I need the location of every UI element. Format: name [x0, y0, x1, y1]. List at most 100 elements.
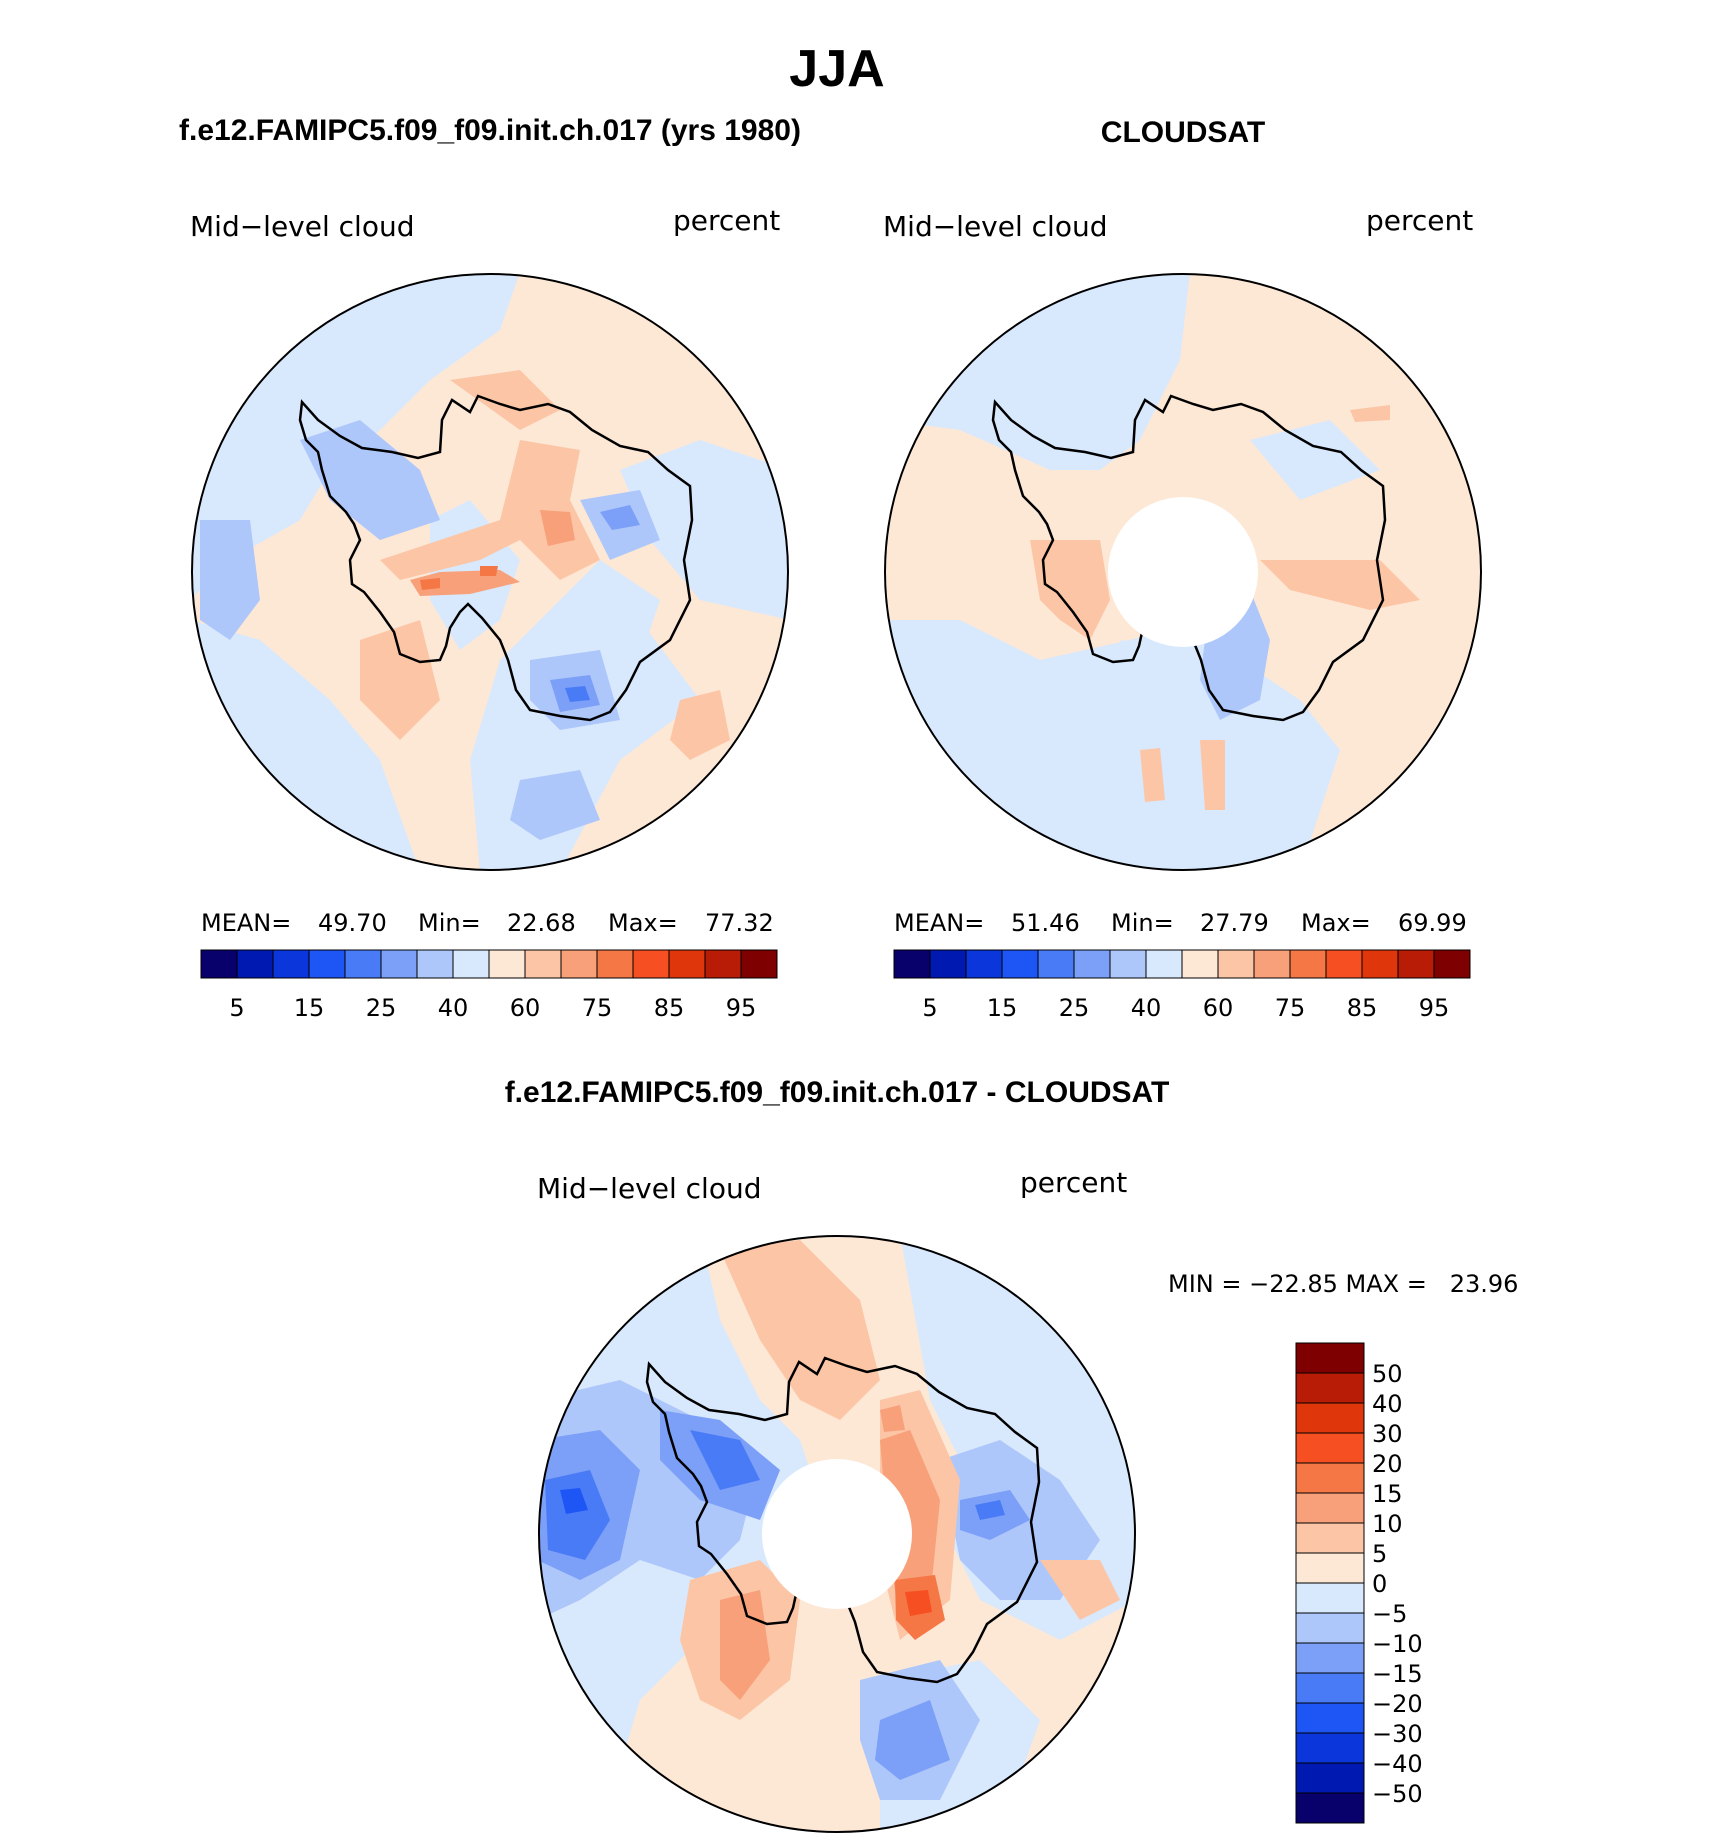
panel-obs-heading: CLOUDSAT [1101, 116, 1265, 149]
colorbar-swatch [1295, 1372, 1365, 1404]
colorbar-swatch [1295, 1342, 1365, 1374]
colorbar-swatch [1295, 1732, 1365, 1764]
panel-model-heading: f.e12.FAMIPC5.f09_f09.init.ch.017 (yrs 1… [179, 114, 801, 147]
colorbar-swatch [1295, 1492, 1365, 1524]
panel-obs-mean-label: MEAN= [894, 909, 984, 937]
panel-model-max: 77.32 [705, 909, 774, 937]
colorbar-swatch [668, 949, 706, 979]
colorbar-tick-label: 60 [1203, 994, 1234, 1022]
colorbar-swatch [1109, 949, 1147, 979]
panel-model-units: percent [673, 204, 780, 237]
colorbar-swatch [1295, 1672, 1365, 1704]
panel-obs-mean: 51.46 [1011, 909, 1080, 937]
panel-model-variable: Mid−level cloud [190, 210, 414, 243]
colorbar-tick-label: −20 [1372, 1690, 1423, 1718]
panel-model-min: 22.68 [507, 909, 576, 937]
colorbar-tick-label: 5 [1372, 1540, 1387, 1568]
colorbar-swatch [740, 949, 778, 979]
colorbar-swatch [1295, 1642, 1365, 1674]
colorbar-tick-label: 95 [726, 994, 757, 1022]
colorbar-swatch [1295, 1522, 1365, 1554]
colorbar-tick-label: 75 [582, 994, 613, 1022]
colorbar-swatch [1295, 1402, 1365, 1434]
panel-obs-map-border [884, 273, 1482, 871]
colorbar-tick-label: 85 [1347, 994, 1378, 1022]
colorbar-tick-label: −40 [1372, 1750, 1423, 1778]
colorbar-swatch [1073, 949, 1111, 979]
colorbar-swatch [1295, 1612, 1365, 1644]
panel-obs-max: 69.99 [1398, 909, 1467, 937]
panel-obs-map [885, 274, 1481, 870]
colorbar-swatch [1253, 949, 1291, 979]
panel-obs-variable: Mid−level cloud [883, 210, 1107, 243]
colorbar-swatch [560, 949, 598, 979]
colorbar-swatch [1037, 949, 1075, 979]
colorbar-tick-label: 0 [1372, 1570, 1387, 1598]
panel-model-min-label: Min= [418, 909, 481, 937]
colorbar-swatch [1295, 1582, 1365, 1614]
colorbar-tick-label: 60 [510, 994, 541, 1022]
panel-diff-variable: Mid−level cloud [537, 1172, 761, 1205]
colorbar-tick-label: 15 [1372, 1480, 1403, 1508]
colorbar-swatch [632, 949, 670, 979]
panel-obs-colorbar: 5 15 25 40 60 75 85 95 [893, 949, 1471, 1022]
panel-diff-map [539, 1236, 1135, 1832]
panel-diff-map-border [538, 1235, 1136, 1833]
panel-diff-heading: f.e12.FAMIPC5.f09_f09.init.ch.017 - CLOU… [505, 1076, 1170, 1109]
colorbar-swatch [452, 949, 490, 979]
colorbar-tick-label: 15 [294, 994, 325, 1022]
colorbar-swatch [1397, 949, 1435, 979]
panel-diff-minmax: MIN = −22.85 MAX = 23.96 [1168, 1270, 1518, 1298]
panel-obs-units: percent [1366, 204, 1473, 237]
colorbar-tick-label: −15 [1372, 1660, 1423, 1688]
panel-obs-min: 27.79 [1200, 909, 1269, 937]
colorbar-swatch [344, 949, 382, 979]
colorbar-tick-label: 50 [1372, 1360, 1403, 1388]
colorbar-swatch [1325, 949, 1363, 979]
colorbar-swatch [200, 949, 238, 979]
colorbar-swatch [1217, 949, 1255, 979]
colorbar-swatch [1295, 1552, 1365, 1584]
panel-model-colorbar: 5 15 25 40 60 75 85 95 [200, 949, 778, 1022]
colorbar-tick-label: 40 [1131, 994, 1162, 1022]
colorbar-swatch [893, 949, 931, 979]
panel-diff-units: percent [1020, 1166, 1127, 1199]
colorbar-swatch [1361, 949, 1399, 979]
colorbar-swatch [1295, 1702, 1365, 1734]
colorbar-tick-label: −30 [1372, 1720, 1423, 1748]
colorbar-swatch [1001, 949, 1039, 979]
colorbar-swatch [488, 949, 526, 979]
colorbar-tick-label: 40 [1372, 1390, 1403, 1418]
panel-model-max-label: Max= [608, 909, 678, 937]
panel-model-mean-label: MEAN= [201, 909, 291, 937]
colorbar-swatch [929, 949, 967, 979]
colorbar-swatch [1295, 1462, 1365, 1494]
colorbar-swatch [236, 949, 274, 979]
colorbar-swatch [596, 949, 634, 979]
colorbar-swatch [524, 949, 562, 979]
colorbar-tick-label: 10 [1372, 1510, 1403, 1538]
colorbar-swatch [1295, 1762, 1365, 1794]
colorbar-tick-label: −50 [1372, 1780, 1423, 1808]
colorbar-swatch [1433, 949, 1471, 979]
colorbar-tick-label: 25 [366, 994, 397, 1022]
colorbar-tick-label: 15 [987, 994, 1018, 1022]
colorbar-tick-label: −10 [1372, 1630, 1423, 1658]
panel-obs-min-label: Min= [1111, 909, 1174, 937]
colorbar-tick-label: 25 [1059, 994, 1090, 1022]
colorbar-swatch [965, 949, 1003, 979]
colorbar-tick-label: 95 [1419, 994, 1450, 1022]
colorbar-tick-label: 85 [654, 994, 685, 1022]
colorbar-swatch [308, 949, 346, 979]
panel-model-mean: 49.70 [318, 909, 387, 937]
panel-model-map [192, 274, 788, 870]
colorbar-swatch [1295, 1792, 1365, 1824]
colorbar-swatch [1145, 949, 1183, 979]
panel-model-map-border [191, 273, 789, 871]
colorbar-swatch [416, 949, 454, 979]
panel-obs-max-label: Max= [1301, 909, 1371, 937]
colorbar-swatch [272, 949, 310, 979]
colorbar-swatch [1181, 949, 1219, 979]
